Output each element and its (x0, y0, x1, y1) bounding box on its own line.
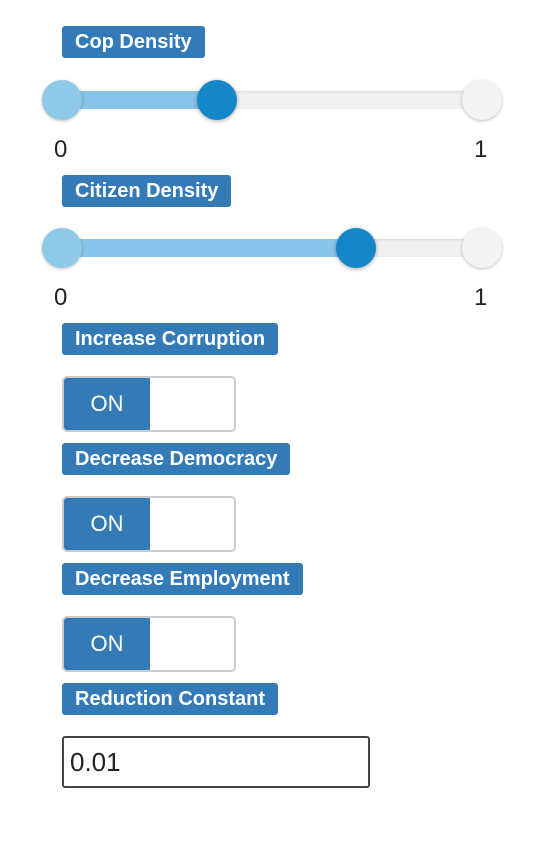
reduction-constant-label: Reduction Constant (62, 683, 278, 715)
citizen-density-min-label: 0 (54, 284, 68, 311)
decrease-democracy-toggle[interactable]: ON (62, 496, 236, 552)
slider-max-knob (462, 80, 502, 120)
increase-corruption-toggle[interactable]: ON (62, 376, 236, 432)
citizen-density-label: Citizen Density (62, 175, 232, 207)
cop-density-max-label: 1 (474, 136, 488, 163)
cop-density-handle[interactable] (197, 80, 238, 120)
slider-min-knob (42, 228, 82, 268)
slider-fill (62, 239, 356, 257)
decrease-employment-label: Decrease Employment (62, 563, 303, 595)
reduction-constant-input[interactable] (62, 736, 370, 788)
cop-density-min-label: 0 (54, 136, 68, 163)
decrease-employment-toggle[interactable]: ON (62, 616, 236, 672)
slider-min-knob (42, 80, 82, 120)
cop-density-slider[interactable] (42, 80, 502, 120)
slider-fill (62, 91, 218, 109)
toggle-on-label[interactable]: ON (64, 618, 150, 670)
slider-max-knob (462, 228, 502, 268)
toggle-on-label[interactable]: ON (64, 378, 150, 430)
citizen-density-slider[interactable] (42, 228, 502, 268)
citizen-density-handle[interactable] (336, 228, 376, 268)
decrease-democracy-label: Decrease Democracy (62, 443, 291, 475)
citizen-density-max-label: 1 (474, 284, 488, 311)
increase-corruption-label: Increase Corruption (62, 323, 279, 355)
cop-density-label: Cop Density (62, 26, 205, 58)
toggle-on-label[interactable]: ON (64, 498, 150, 550)
